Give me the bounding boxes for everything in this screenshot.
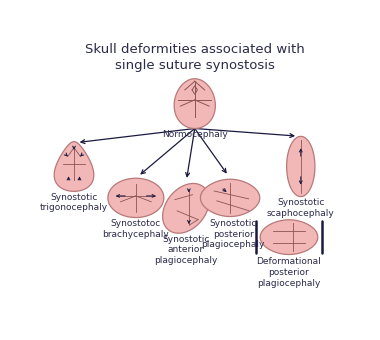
Polygon shape — [163, 184, 209, 233]
Text: Deformational
posterior
plagiocephaly: Deformational posterior plagiocephaly — [256, 257, 321, 288]
Text: Synostotic
trigonocephaly: Synostotic trigonocephaly — [40, 193, 108, 212]
Polygon shape — [200, 179, 260, 217]
Polygon shape — [54, 141, 94, 191]
Text: Synostotic
scaphocephaly: Synostotic scaphocephaly — [267, 198, 335, 218]
Text: Skull deformities associated with
single suture synostosis: Skull deformities associated with single… — [85, 44, 305, 72]
Text: Normocephaly: Normocephaly — [162, 130, 228, 139]
Polygon shape — [260, 220, 318, 255]
Text: Synostotic
anterior
plagiocephaly: Synostotic anterior plagiocephaly — [154, 235, 218, 265]
Polygon shape — [174, 79, 215, 129]
Text: Synostotoc
brachycephaly: Synostotoc brachycephaly — [103, 219, 169, 239]
Polygon shape — [108, 178, 164, 218]
Text: Synostotic
posterior
plagiocephaly: Synostotic posterior plagiocephaly — [201, 219, 265, 249]
Polygon shape — [287, 136, 315, 197]
